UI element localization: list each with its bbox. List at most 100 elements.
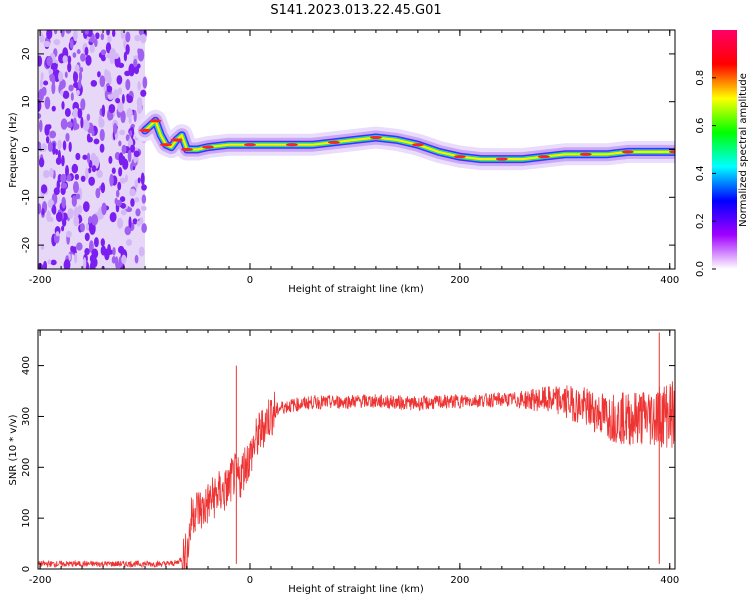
y-tick-label: -10 — [21, 189, 32, 205]
noise-speckle — [76, 89, 80, 96]
axes: -200 0 200 400 -20 -10 0 10 20 — [21, 30, 679, 286]
noise-speckle — [83, 257, 87, 269]
noise-speckle — [91, 214, 99, 226]
ridge-peak — [285, 143, 298, 147]
noise-speckle — [39, 78, 43, 89]
x-tick-label: 0 — [247, 275, 253, 286]
ridge-peak — [369, 135, 382, 140]
noise-speckle — [91, 165, 97, 173]
plot-frame — [37, 329, 676, 570]
noise-speckle — [43, 80, 49, 86]
y-tick-label: 400 — [21, 356, 32, 375]
y-tick-label: 200 — [21, 458, 32, 477]
noise-speckle — [116, 75, 123, 85]
noise-speckle — [60, 173, 67, 183]
noise-speckle — [52, 59, 58, 65]
noise-speckle — [109, 212, 117, 223]
noise-speckle — [103, 85, 107, 92]
noise-speckle — [43, 260, 48, 269]
noise-speckle — [140, 33, 147, 44]
noise-speckle — [136, 63, 141, 69]
colorbar-tick-label: 0.0 — [695, 261, 706, 277]
noise-speckle — [45, 136, 50, 144]
y-axis-label: Frequency (Hz) — [8, 112, 19, 188]
noise-speckle — [62, 55, 68, 63]
noise-speckle — [52, 204, 56, 215]
noise-speckle — [76, 49, 81, 55]
x-tick-label: 200 — [450, 575, 469, 586]
noise-speckle — [38, 119, 43, 133]
noise-speckle — [141, 194, 147, 204]
noise-speckle — [72, 107, 79, 118]
noise-speckle — [120, 110, 126, 124]
colorbar-gradient — [712, 30, 737, 269]
noise-speckle — [73, 252, 78, 264]
noise-speckle — [94, 38, 98, 48]
noise-speckle — [41, 208, 45, 216]
ridge-peak — [453, 155, 466, 159]
noise-speckle — [137, 48, 145, 62]
figure-title: S141.2023.013.22.45.G01 — [270, 3, 441, 18]
noise-speckle — [67, 55, 72, 64]
noise-speckle — [77, 108, 83, 119]
noise-speckle — [125, 134, 130, 142]
noise-speckle — [119, 196, 126, 203]
noise-speckle — [86, 133, 91, 143]
noise-speckle — [38, 157, 45, 168]
noise-speckle — [93, 138, 100, 145]
noise-speckle — [60, 118, 68, 130]
noise-speckle — [140, 172, 145, 186]
noise-speckle — [75, 193, 81, 200]
ridge-peak — [149, 119, 162, 123]
noise-speckle — [123, 38, 127, 49]
noise-speckle — [72, 52, 77, 58]
noise-speckle — [55, 39, 60, 46]
colorbar-tick-label: 0.4 — [695, 165, 706, 181]
noise-speckle — [47, 259, 52, 265]
noise-speckle — [65, 30, 72, 34]
noise-speckle — [68, 84, 74, 92]
noise-speckle — [126, 108, 133, 119]
noise-speckle — [49, 73, 55, 83]
noise-speckle — [124, 70, 131, 77]
noise-speckle — [133, 150, 140, 158]
colorbar-tick-label: 0.2 — [695, 213, 706, 229]
ridge-peak — [243, 143, 256, 147]
y-tick-label: 100 — [21, 509, 32, 528]
y-tick-label: 10 — [21, 95, 32, 108]
noise-speckle — [129, 188, 136, 197]
noise-speckle — [115, 189, 120, 198]
noise-speckle — [77, 79, 82, 90]
x-tick-label: 0 — [247, 575, 253, 586]
noise-speckle — [106, 30, 110, 36]
noise-speckle — [61, 101, 65, 110]
noise-speckle — [134, 34, 142, 42]
noise-speckle — [100, 49, 107, 56]
noise-speckle — [40, 72, 44, 80]
noise-speckle — [130, 198, 135, 207]
noise-speckle — [107, 74, 112, 86]
noise-speckle — [75, 152, 81, 161]
noise-speckle — [121, 144, 127, 154]
noise-speckle — [51, 142, 56, 155]
noise-speckle — [80, 175, 86, 182]
noise-speckle — [101, 202, 107, 216]
ridge-peak — [669, 150, 675, 154]
noise-speckle — [61, 218, 67, 227]
noise-speckle — [84, 30, 89, 35]
ridge-peak — [327, 140, 340, 144]
noise-speckle — [132, 218, 138, 225]
noise-speckle — [117, 87, 123, 95]
noise-speckle — [84, 232, 90, 242]
noise-speckle — [72, 117, 77, 131]
noise-speckle — [90, 152, 97, 162]
noise-speckle — [40, 184, 48, 194]
noise-speckle — [136, 220, 141, 227]
colorbar-label: Normalized spectral amplitude — [738, 73, 749, 227]
y-tick-label: 20 — [21, 48, 32, 61]
noise-speckle — [118, 152, 124, 166]
noise-speckle — [113, 122, 118, 135]
noise-speckle — [85, 55, 92, 66]
noise-speckle — [53, 62, 58, 69]
x-axis-label: Height of straight line (km) — [288, 584, 424, 595]
